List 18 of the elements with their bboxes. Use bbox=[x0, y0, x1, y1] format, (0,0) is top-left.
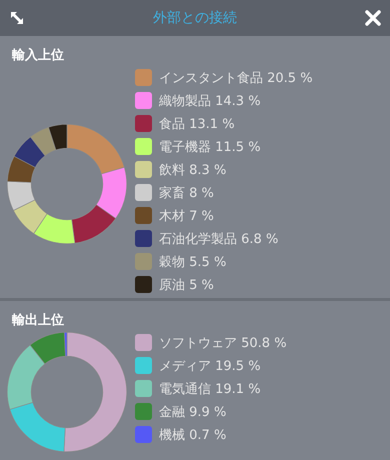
legend-label: 食品 13.1 % bbox=[159, 116, 235, 132]
legend-label: 石油化学製品 6.8 % bbox=[159, 230, 278, 248]
legend-label: 機械 0.7 % bbox=[159, 426, 226, 444]
legend-label: 電気通信 19.1 % bbox=[159, 380, 261, 398]
legend-label: 織物製品 14.3 % bbox=[159, 92, 261, 110]
legend-label: 飲料 8.3 % bbox=[159, 162, 226, 178]
chart-title: 輸入上位 bbox=[12, 46, 64, 64]
chart-title: 輸出上位 bbox=[12, 312, 64, 329]
legend-label: 木材 7 % bbox=[159, 208, 214, 224]
legend-label: メディア 19.5 % bbox=[159, 358, 261, 374]
legend-label: 電子機器 11.5 % bbox=[159, 138, 261, 156]
legend-label: 家畜 8 % bbox=[159, 184, 214, 202]
legend-label: ソフトウェア 50.8 % bbox=[159, 334, 287, 352]
legend-label: 原油 5 % bbox=[159, 276, 214, 294]
text: 外部との接続 bbox=[152, 9, 238, 27]
legend-label: 金融 9.9 % bbox=[159, 404, 226, 420]
legend-label: インスタント食品 20.5 % bbox=[159, 70, 313, 86]
legend-label: 穀物 5.5 % bbox=[159, 254, 226, 270]
